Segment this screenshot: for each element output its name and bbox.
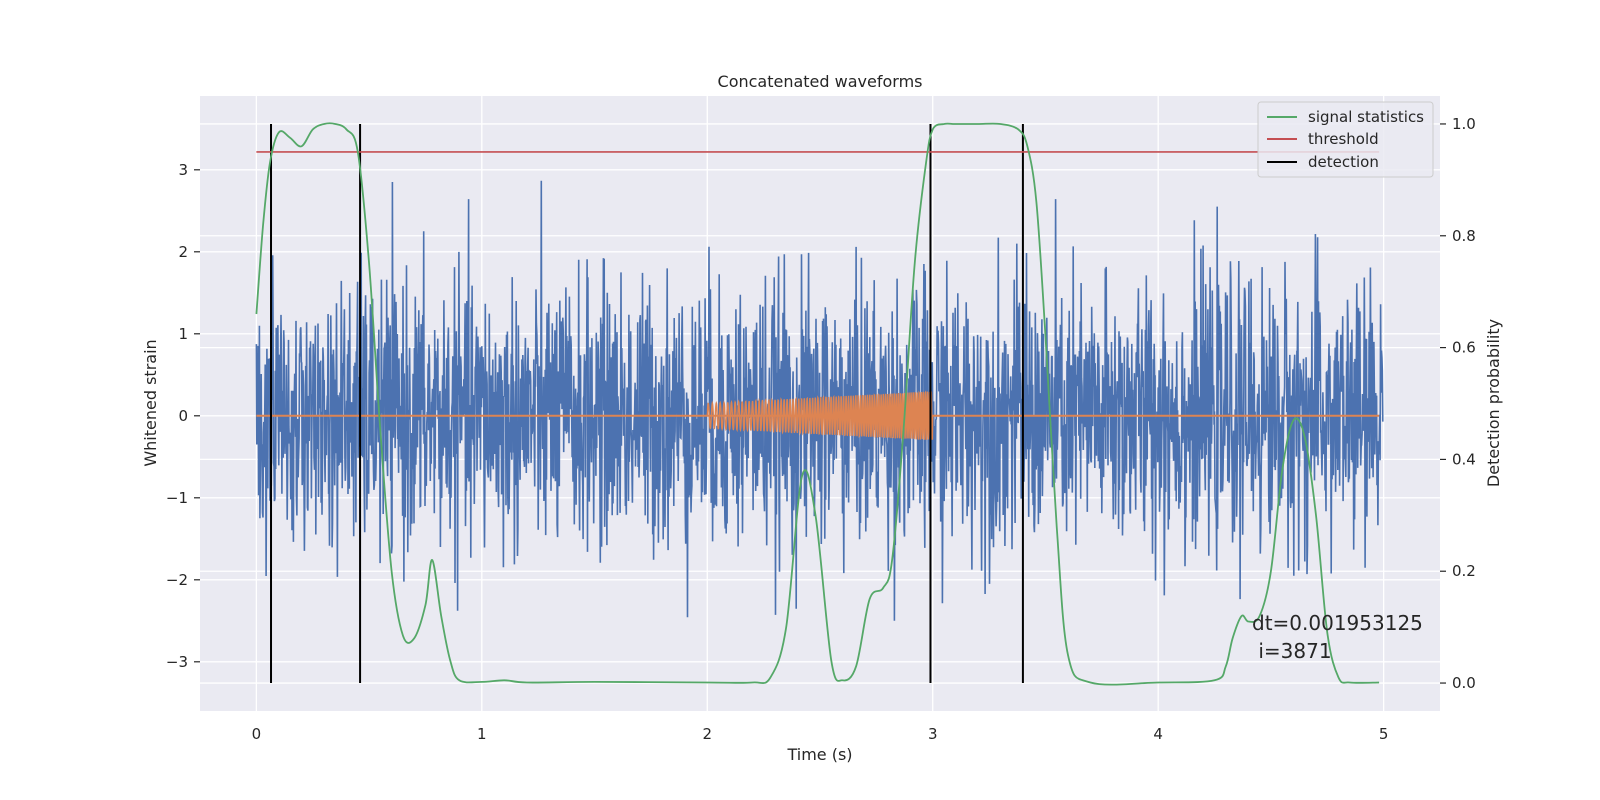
series-layer (255, 122, 1384, 686)
y2-tick-label: 0.8 (1452, 227, 1476, 245)
x-axis-ticks: 0 1 2 3 4 5 (252, 725, 1389, 743)
y-tick-label: −3 (166, 653, 188, 671)
x-tick-label: 2 (702, 725, 712, 743)
legend-label-detection: detection (1308, 153, 1379, 171)
annotation-dt: dt=0.001953125 (1252, 611, 1423, 635)
x-tick-label: 4 (1153, 725, 1163, 743)
y-tick-label: −2 (166, 571, 188, 589)
legend-label-threshold: threshold (1308, 130, 1379, 148)
y2-axis-ticks: 0.0 0.2 0.4 0.6 0.8 1.0 (1440, 115, 1476, 692)
y-axis-label: Whitened strain (141, 339, 160, 466)
y2-axis-label: Detection probability (1484, 319, 1503, 487)
legend-label-signal-statistics: signal statistics (1308, 108, 1424, 126)
annotation-index: i=3871 (1252, 639, 1332, 663)
signal-statistics-line (255, 122, 1380, 686)
noise-series-line (255, 180, 1384, 621)
y2-tick-label: 0.0 (1452, 674, 1476, 692)
y2-tick-label: 1.0 (1452, 115, 1476, 133)
x-tick-label: 3 (928, 725, 938, 743)
y-axis-ticks: −3 −2 −1 0 1 2 3 (166, 161, 200, 671)
annotation: dt=0.001953125 i=3871 (1252, 611, 1423, 663)
y2-tick-label: 0.2 (1452, 562, 1476, 580)
chart-title: Concatenated waveforms (718, 72, 923, 91)
y2-tick-label: 0.4 (1452, 450, 1476, 468)
y2-tick-label: 0.6 (1452, 339, 1476, 357)
y-tick-label: 2 (178, 243, 188, 261)
legend-box (1257, 101, 1434, 178)
y-tick-label: 1 (178, 325, 188, 343)
legend: signal statistics threshold detection (1257, 101, 1434, 178)
y-tick-label: 0 (178, 407, 188, 425)
y-tick-label: 3 (178, 161, 188, 179)
x-axis-label: Time (s) (786, 745, 852, 764)
x-tick-label: 1 (477, 725, 487, 743)
y-tick-label: −1 (166, 489, 188, 507)
injected-waveform-line (706, 390, 934, 441)
plot-area (200, 96, 1440, 711)
x-tick-label: 5 (1379, 725, 1389, 743)
detection-lines (270, 123, 1024, 684)
x-tick-label: 0 (252, 725, 262, 743)
